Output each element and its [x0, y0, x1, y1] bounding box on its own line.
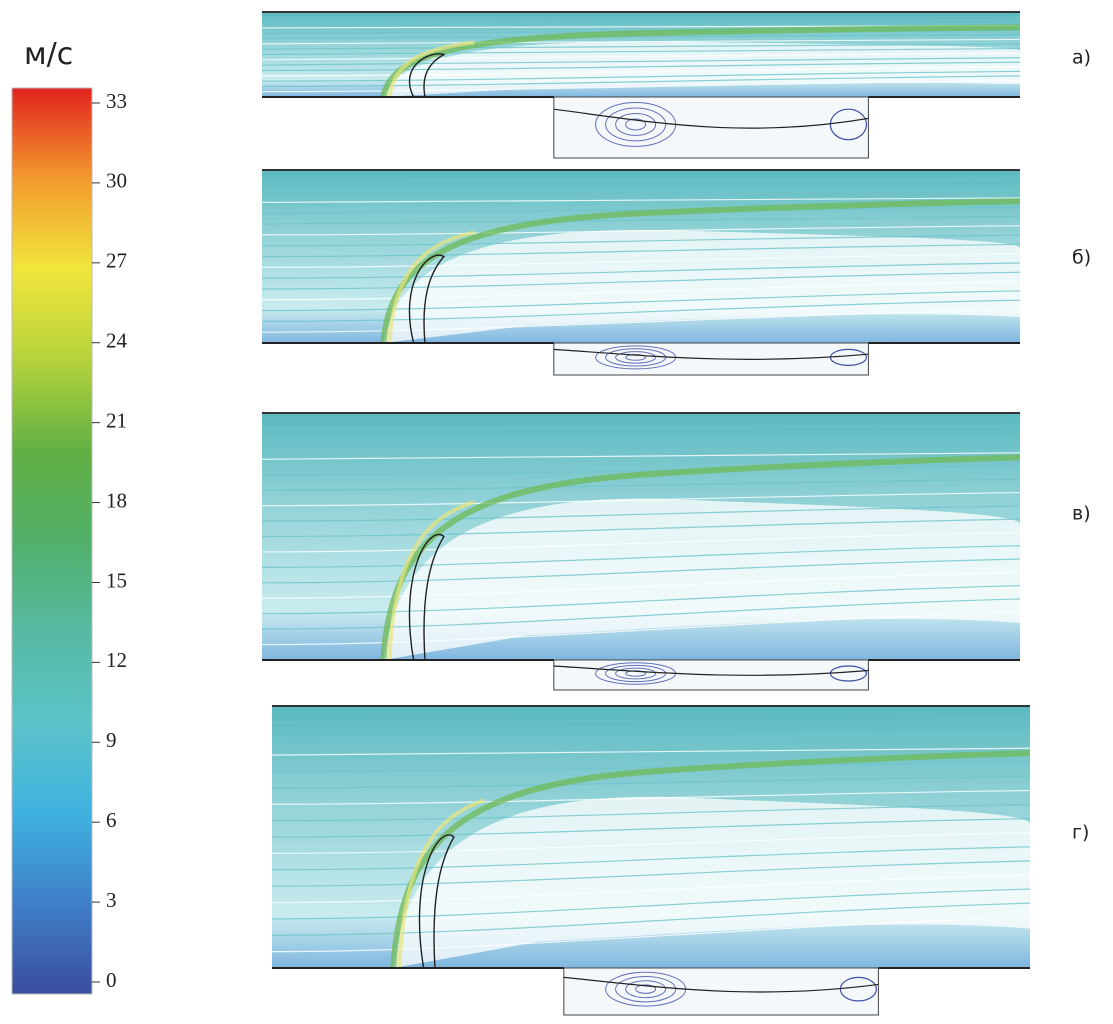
panel-label: г) [1072, 822, 1089, 844]
colorbar-tick-label: 18 [106, 488, 127, 512]
colorbar [12, 88, 92, 994]
colorbar-tick-label: 0 [106, 968, 117, 992]
panel-label: в) [1072, 503, 1091, 525]
flow-panel [262, 170, 1020, 375]
colorbar-tick-label: 15 [106, 568, 127, 592]
colorbar-tick-label: 9 [106, 728, 117, 752]
colorbar-tick-label: 33 [106, 89, 127, 113]
figure: м/с 0 3 6 9 12 15 18 21 24 27 30 33 а) б) в) г) [0, 0, 1113, 1024]
colorbar-tick-label: 27 [106, 249, 127, 273]
flow-panel [262, 413, 1020, 690]
colorbar-tick-label: 21 [106, 408, 127, 432]
colorbar-tick-label: 3 [106, 888, 117, 912]
panel-label: б) [1072, 247, 1091, 269]
colorbar-tick-label: 12 [106, 648, 127, 672]
colorbar-tick-label: 30 [106, 169, 127, 193]
colorbar-tick-label: 24 [106, 329, 128, 353]
flow-panel [272, 706, 1030, 1015]
flow-panel [262, 12, 1020, 158]
panel-label: а) [1072, 47, 1091, 69]
colorbar-unit: м/с [24, 37, 73, 72]
colorbar-tick-label: 6 [106, 808, 117, 832]
streamline [262, 17, 1020, 18]
